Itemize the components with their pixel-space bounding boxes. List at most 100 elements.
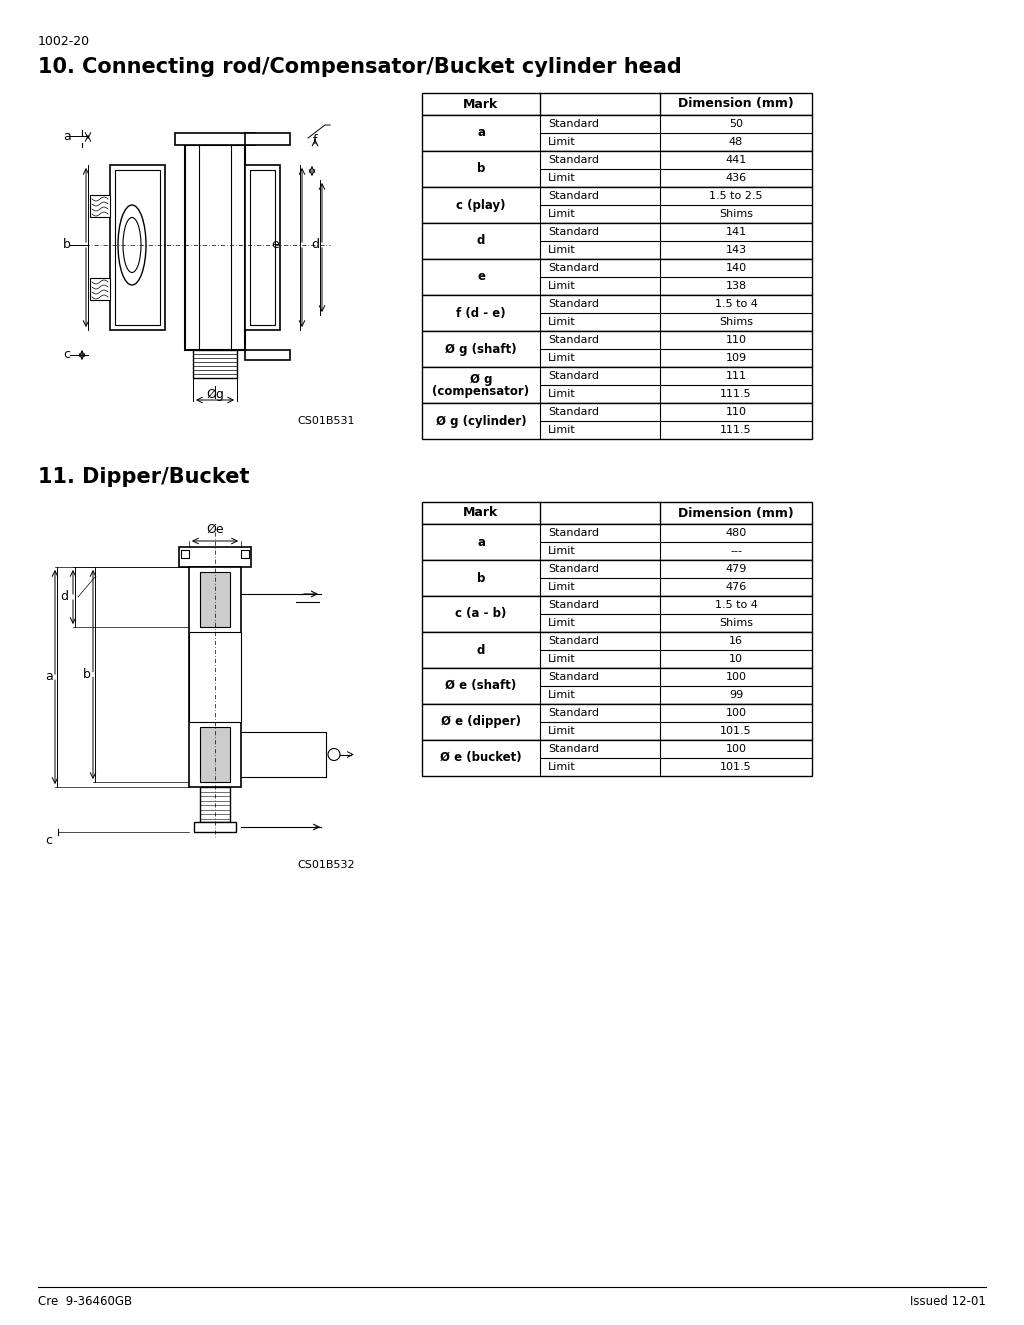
Text: Limit: Limit xyxy=(548,546,575,556)
Text: Limit: Limit xyxy=(548,390,575,399)
Bar xyxy=(422,739,812,776)
Text: c: c xyxy=(63,348,70,362)
Bar xyxy=(422,523,812,560)
Bar xyxy=(90,278,110,299)
Text: 111.5: 111.5 xyxy=(720,425,752,435)
Bar xyxy=(200,787,230,822)
Text: Standard: Standard xyxy=(548,227,599,237)
Bar xyxy=(245,350,290,360)
Text: 436: 436 xyxy=(725,174,746,183)
Text: Standard: Standard xyxy=(548,262,599,273)
Text: Limit: Limit xyxy=(548,317,575,327)
Bar xyxy=(422,258,812,295)
Bar xyxy=(189,632,241,722)
Text: 10. Connecting rod/Compensator/Bucket cylinder head: 10. Connecting rod/Compensator/Bucket cy… xyxy=(38,57,682,77)
Text: (compensator): (compensator) xyxy=(432,384,529,398)
Text: 99: 99 xyxy=(729,690,743,700)
Text: Limit: Limit xyxy=(548,425,575,435)
Text: Standard: Standard xyxy=(548,335,599,345)
Text: 480: 480 xyxy=(725,527,746,538)
Text: d: d xyxy=(60,591,68,603)
Bar xyxy=(422,367,812,403)
Text: Limit: Limit xyxy=(548,281,575,292)
Text: c (play): c (play) xyxy=(457,199,506,212)
Text: Standard: Standard xyxy=(548,600,599,610)
Text: CS01B532: CS01B532 xyxy=(297,860,355,871)
Text: 100: 100 xyxy=(725,672,746,682)
Ellipse shape xyxy=(123,217,141,273)
Text: Standard: Standard xyxy=(548,636,599,647)
Text: 441: 441 xyxy=(725,155,746,166)
Text: 109: 109 xyxy=(725,352,746,363)
Text: d: d xyxy=(311,238,319,252)
Text: 100: 100 xyxy=(725,745,746,754)
Text: d: d xyxy=(477,644,485,656)
Text: 110: 110 xyxy=(725,335,746,345)
Text: 111.5: 111.5 xyxy=(720,390,752,399)
Text: Standard: Standard xyxy=(548,745,599,754)
Bar xyxy=(200,727,230,782)
Text: ---: --- xyxy=(730,546,742,556)
Text: d: d xyxy=(477,235,485,248)
Text: Standard: Standard xyxy=(548,299,599,309)
Text: 141: 141 xyxy=(725,227,746,237)
Text: Øg: Øg xyxy=(206,388,224,401)
Text: 110: 110 xyxy=(725,407,746,417)
Text: 101.5: 101.5 xyxy=(720,762,752,772)
Text: f: f xyxy=(312,135,317,147)
Text: Limit: Limit xyxy=(548,690,575,700)
Bar xyxy=(115,170,160,325)
Text: Limit: Limit xyxy=(548,726,575,735)
Bar xyxy=(422,93,812,115)
Text: e: e xyxy=(477,270,485,284)
Text: 140: 140 xyxy=(725,262,746,273)
Text: Ø e (shaft): Ø e (shaft) xyxy=(445,680,517,693)
Text: c (a - b): c (a - b) xyxy=(456,607,507,620)
Bar xyxy=(422,115,812,151)
Text: 138: 138 xyxy=(725,281,746,292)
Text: Standard: Standard xyxy=(548,527,599,538)
Text: 1.5 to 4: 1.5 to 4 xyxy=(715,600,758,610)
Circle shape xyxy=(328,749,340,761)
Bar xyxy=(422,187,812,223)
Bar xyxy=(422,295,812,331)
Text: Limit: Limit xyxy=(548,209,575,219)
Text: Standard: Standard xyxy=(548,672,599,682)
Text: a: a xyxy=(477,535,485,549)
Text: b: b xyxy=(63,238,71,252)
Text: 100: 100 xyxy=(725,708,746,718)
Bar xyxy=(189,567,241,787)
Text: Standard: Standard xyxy=(548,191,599,201)
Text: Limit: Limit xyxy=(548,245,575,254)
Text: 1.5 to 4: 1.5 to 4 xyxy=(715,299,758,309)
Text: 476: 476 xyxy=(725,582,746,592)
Text: Ø e (dipper): Ø e (dipper) xyxy=(441,716,521,729)
Text: 10: 10 xyxy=(729,655,743,664)
Text: 1002-20: 1002-20 xyxy=(38,34,90,48)
Text: a: a xyxy=(477,126,485,139)
Text: Dimension (mm): Dimension (mm) xyxy=(678,506,794,519)
Bar xyxy=(241,550,249,558)
Bar xyxy=(422,704,812,739)
Text: 16: 16 xyxy=(729,636,743,647)
Bar xyxy=(193,350,237,378)
Text: Ø g: Ø g xyxy=(470,374,493,387)
Text: Cre  9-36460GB: Cre 9-36460GB xyxy=(38,1295,132,1308)
Text: Limit: Limit xyxy=(548,655,575,664)
Text: 479: 479 xyxy=(725,564,746,574)
Text: Ø g (cylinder): Ø g (cylinder) xyxy=(435,415,526,428)
Text: 143: 143 xyxy=(725,245,746,254)
Text: Standard: Standard xyxy=(548,407,599,417)
Text: Standard: Standard xyxy=(548,564,599,574)
Bar xyxy=(250,170,275,325)
Text: a: a xyxy=(63,130,71,143)
Text: Standard: Standard xyxy=(548,155,599,166)
Text: Shims: Shims xyxy=(719,317,753,327)
Text: Øe: Øe xyxy=(206,522,224,535)
Text: Standard: Standard xyxy=(548,371,599,382)
Text: Mark: Mark xyxy=(464,506,499,519)
Bar xyxy=(422,403,812,439)
Text: e: e xyxy=(271,238,279,252)
Text: Limit: Limit xyxy=(548,174,575,183)
Bar xyxy=(422,560,812,596)
